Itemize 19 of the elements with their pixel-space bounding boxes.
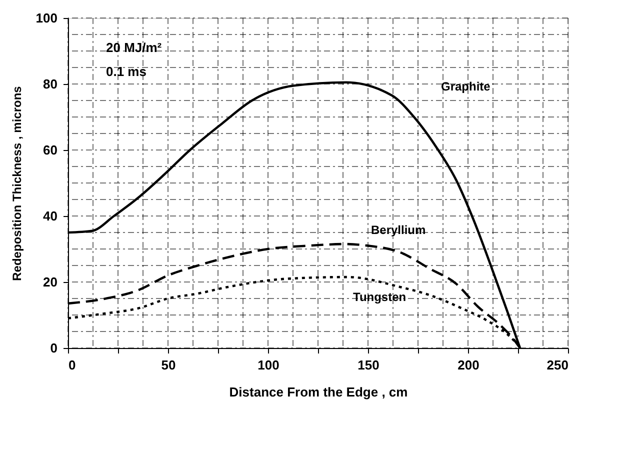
y-tick-label: 100 xyxy=(36,10,58,26)
y-tick-label: 40 xyxy=(43,208,58,224)
annotation: 20 MJ/m² xyxy=(106,40,162,55)
y-axis-title: Redeposition Thickness , microns xyxy=(10,86,24,281)
x-axis-title: Distance From the Edge , cm xyxy=(229,384,408,400)
x-tick-label: 200 xyxy=(458,358,480,372)
annotation: 0.1 ms xyxy=(106,64,146,79)
series-label: Tungsten xyxy=(353,290,406,304)
x-tick-label: 100 xyxy=(258,358,280,372)
x-tick-label: 0 xyxy=(68,358,76,372)
y-tick-label: 80 xyxy=(43,76,58,92)
y-tick-label: 0 xyxy=(50,340,58,356)
text: Graphite xyxy=(441,79,491,94)
x-tick-label: 250 xyxy=(546,358,568,372)
x-tick-label: 50 xyxy=(161,358,176,372)
y-tick-label: 20 xyxy=(43,274,58,290)
y-tick-label: 60 xyxy=(43,142,58,158)
x-tick-label: 150 xyxy=(358,358,380,372)
series-label: Beryllium xyxy=(371,223,426,238)
